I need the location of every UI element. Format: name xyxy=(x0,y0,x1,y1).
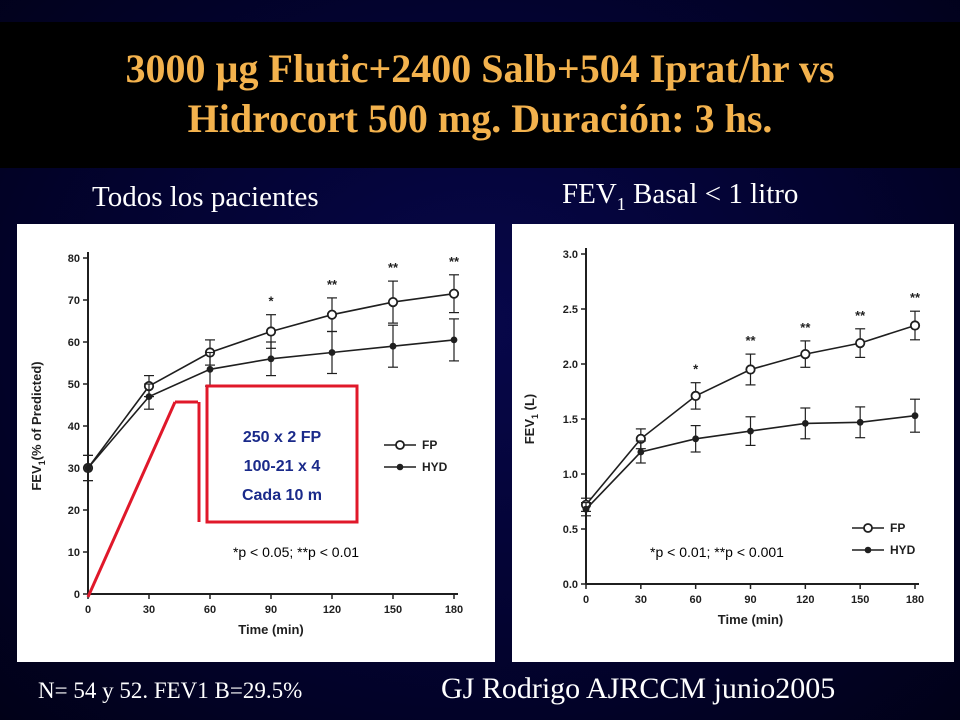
right-significance-marker: ** xyxy=(800,320,811,335)
title-line-1: 3000 µg Flutic+2400 Salb+504 Iprat/hr vs xyxy=(125,46,835,91)
title-line-2: Hidrocort 500 mg. Duración: 3 hs. xyxy=(187,96,773,141)
right-x-tick-label: 0 xyxy=(583,594,589,606)
left-point-hyd xyxy=(389,342,397,350)
left-y-tick-label: 10 xyxy=(68,547,80,559)
right-x-axis-label: Time (min) xyxy=(718,612,784,627)
right-point-hyd xyxy=(856,418,864,426)
right-y-tick-label: 0.0 xyxy=(563,579,578,591)
right-point-fp xyxy=(690,390,701,401)
right-legend-label-hyd: HYD xyxy=(890,543,916,557)
right-y-tick-label: 2.5 xyxy=(563,304,578,316)
right-legend-marker-fp xyxy=(863,523,873,533)
footer-citation: GJ Rodrigo AJRCCM junio2005 xyxy=(441,672,836,705)
right-y-tick-label: 0.5 xyxy=(563,524,578,536)
right-point-hyd xyxy=(582,505,590,513)
right-legend-marker-hyd xyxy=(864,546,872,554)
right-x-tick-label: 180 xyxy=(906,594,924,606)
right-y-axis-label: FEV1 (L) xyxy=(522,394,540,445)
right-x-tick-label: 30 xyxy=(635,594,647,606)
left-legend-marker-fp xyxy=(395,440,405,450)
left-significance-marker: ** xyxy=(449,254,460,269)
right-panel-heading: FEV1 Basal < 1 litro xyxy=(562,178,798,215)
right-heading-subscript: 1 xyxy=(616,193,626,214)
left-y-tick-label: 50 xyxy=(68,379,80,391)
left-x-tick-label: 180 xyxy=(445,604,463,616)
left-panel-heading: Todos los pacientes xyxy=(92,181,319,213)
right-series-fp-line xyxy=(585,324,916,506)
right-legend-label-fp: FP xyxy=(890,521,905,535)
right-point-fp xyxy=(745,364,756,375)
right-significance-marker: ** xyxy=(855,308,866,323)
title-band xyxy=(0,22,960,168)
left-x-tick-label: 120 xyxy=(323,604,341,616)
right-x-tick-label: 150 xyxy=(851,594,869,606)
left-point-hyd xyxy=(450,336,458,344)
left-point-hyd xyxy=(267,355,275,363)
right-y-tick-label: 1.5 xyxy=(563,414,578,426)
footer-sample-info: N= 54 y 52. FEV1 B=29.5% xyxy=(38,678,303,703)
left-legend-label-fp: FP xyxy=(422,438,437,452)
right-x-tick-label: 90 xyxy=(744,594,756,606)
right-y-tick-label: 2.0 xyxy=(563,359,578,371)
right-point-fp xyxy=(855,338,866,349)
left-chart-panel: 0 10 20 30 40 50 60 70 80 0 30 60 90 120 150 180 Time (m… xyxy=(17,224,495,662)
left-y-axis-label: FEV1(% of Predicted) xyxy=(29,361,47,490)
right-significance-marker: ** xyxy=(910,290,921,305)
right-point-hyd xyxy=(747,427,754,435)
left-y-tick-label: 30 xyxy=(68,463,80,475)
left-point-hyd xyxy=(145,393,153,400)
right-y-tick-label: 3.0 xyxy=(563,249,578,261)
left-legend-marker-hyd xyxy=(396,463,404,471)
left-point-fp xyxy=(326,309,338,320)
right-significance-marker: * xyxy=(693,362,699,377)
right-point-hyd xyxy=(692,435,700,443)
left-x-tick-label: 90 xyxy=(265,604,277,616)
left-point-fp xyxy=(448,288,460,299)
right-significance-marker: ** xyxy=(745,333,756,348)
right-point-fp xyxy=(800,349,811,360)
right-point-hyd xyxy=(637,448,645,456)
left-point-fp xyxy=(265,326,277,337)
left-y-tick-label: 80 xyxy=(68,253,80,265)
right-point-hyd xyxy=(801,420,809,427)
left-y-tick-label: 0 xyxy=(74,589,80,601)
left-y-tick-label: 20 xyxy=(68,505,80,517)
left-legend-label-hyd: HYD xyxy=(422,460,448,474)
right-x-tick-label: 120 xyxy=(796,594,814,606)
right-y-tick-label: 1.0 xyxy=(563,469,578,481)
left-x-tick-label: 30 xyxy=(143,604,155,616)
left-y-tick-label: 70 xyxy=(68,295,80,307)
left-significance-marker: * xyxy=(268,294,274,309)
left-chart: 0 10 20 30 40 50 60 70 80 0 30 60 90 120 150 180 Time (m… xyxy=(29,252,463,637)
left-x-tick-label: 60 xyxy=(204,604,216,616)
left-y-tick-label: 40 xyxy=(68,421,80,433)
left-point-fp xyxy=(387,297,399,308)
left-x-tick-label: 150 xyxy=(384,604,402,616)
left-x-axis-label: Time (min) xyxy=(238,622,304,637)
right-heading-suffix: Basal < 1 litro xyxy=(625,178,799,210)
left-point-hyd xyxy=(206,365,214,373)
left-significance-note: *p < 0.05; **p < 0.01 xyxy=(233,544,359,560)
slide-title: 3000 µg Flutic+2400 Salb+504 Iprat/hr vs… xyxy=(30,44,930,144)
right-chart: 0.0 0.5 1.0 1.5 2.0 2.5 3.0 0 30 60 90 120 150 180 Tim… xyxy=(522,248,924,627)
right-point-hyd xyxy=(911,412,919,420)
right-point-fp xyxy=(909,320,921,331)
right-x-tick-label: 60 xyxy=(690,594,702,606)
right-chart-panel: 0.0 0.5 1.0 1.5 2.0 2.5 3.0 0 30 60 90 120 150 180 Tim… xyxy=(512,224,954,662)
left-significance-marker: ** xyxy=(388,260,399,275)
left-significance-marker: ** xyxy=(327,277,338,292)
left-point-hyd xyxy=(84,464,92,472)
right-heading-prefix: FEV xyxy=(562,178,617,210)
right-significance-note: *p < 0.01; **p < 0.001 xyxy=(650,544,784,560)
left-y-tick-label: 60 xyxy=(68,337,80,349)
left-x-tick-label: 0 xyxy=(85,604,91,616)
left-point-hyd xyxy=(328,349,336,356)
